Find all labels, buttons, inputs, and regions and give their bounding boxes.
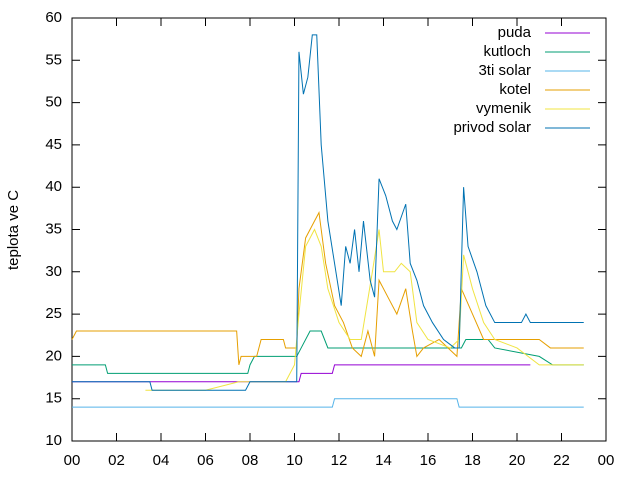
- plot-border: [71, 17, 607, 442]
- x-tick-label: 16: [420, 452, 437, 469]
- x-tick-label: 08: [242, 452, 259, 469]
- series-line: [71, 210, 584, 365]
- x-tick-label: 20: [509, 452, 526, 469]
- y-tick-label: 50: [45, 94, 62, 111]
- y-tick-label: 60: [45, 9, 62, 26]
- y-tick-label: 20: [45, 347, 62, 364]
- series-line: [72, 34, 584, 391]
- x-tick-label: 06: [197, 452, 214, 469]
- legend-label: 3ti solar: [478, 62, 531, 79]
- y-tick-label: 40: [45, 178, 62, 195]
- legend-label: puda: [498, 24, 532, 41]
- series-line: [72, 398, 584, 408]
- x-tick-label: 22: [553, 452, 570, 469]
- x-tick-label: 00: [64, 452, 81, 469]
- y-tick-label: 25: [45, 305, 62, 322]
- legend-label: privod solar: [453, 119, 531, 136]
- x-tick-label: 14: [375, 452, 392, 469]
- legend-label: kutloch: [483, 43, 531, 60]
- x-tick-label: 02: [108, 452, 125, 469]
- y-tick-label: 55: [45, 51, 62, 68]
- x-tick-label: 00: [598, 452, 615, 469]
- y-tick-label: 45: [45, 136, 62, 153]
- y-tick-label: 10: [45, 432, 62, 449]
- y-axis-label: teplota ve C: [5, 190, 22, 270]
- y-tick-label: 30: [45, 263, 62, 280]
- x-tick-label: 12: [331, 452, 348, 469]
- series-line: [72, 330, 584, 374]
- y-tick-label: 35: [45, 220, 62, 237]
- y-tick-label: 15: [45, 390, 62, 407]
- x-tick-label: 10: [286, 452, 303, 469]
- legend-label: vymenik: [476, 100, 532, 117]
- legend-label: kotel: [499, 81, 531, 98]
- series-line: [145, 228, 584, 391]
- x-tick-label: 04: [153, 452, 170, 469]
- x-tick-label: 18: [464, 452, 481, 469]
